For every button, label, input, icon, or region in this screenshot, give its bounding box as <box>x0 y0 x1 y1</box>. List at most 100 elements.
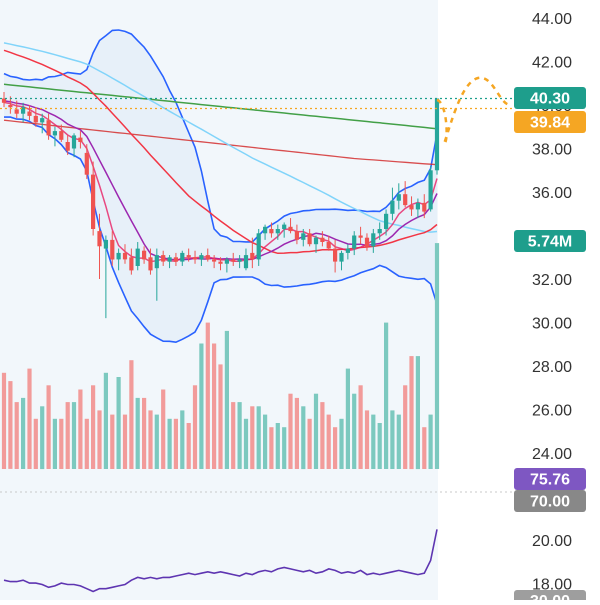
candle-body <box>390 200 395 214</box>
volume-bar <box>84 418 89 469</box>
candle <box>161 250 166 266</box>
volume-bar <box>339 418 344 469</box>
candle-body <box>167 257 172 262</box>
volume-bar <box>186 423 191 469</box>
volume-bar <box>116 377 121 469</box>
volume-bar <box>371 414 376 469</box>
candle-body <box>333 248 338 262</box>
candle-body <box>269 229 274 234</box>
volume-bar <box>103 372 108 469</box>
candle-body <box>396 194 401 201</box>
volume-bar <box>237 402 242 469</box>
volume-bar <box>122 414 128 469</box>
volume-bar <box>377 423 382 469</box>
volume-bar <box>142 397 147 469</box>
volume-bar <box>129 360 134 469</box>
candle-body <box>21 107 26 114</box>
volume-bar <box>307 418 312 469</box>
candle-body <box>231 259 236 262</box>
volume-bar <box>97 410 102 469</box>
candle <box>46 113 51 140</box>
candle <box>1 91 7 108</box>
volume-bar <box>364 410 370 469</box>
candle-body <box>192 257 198 260</box>
candle <box>52 126 57 147</box>
rsi-badge-bg <box>514 468 586 490</box>
rsi-level-badge: 70.00 <box>514 490 586 512</box>
candle-body <box>122 252 128 260</box>
volume-bar <box>14 402 19 469</box>
volume-badge-text: 5.74M <box>528 234 572 251</box>
candle-body <box>103 239 108 249</box>
volume-bar <box>256 406 261 470</box>
candle <box>269 222 274 238</box>
candle <box>256 228 261 266</box>
candle-body <box>358 235 363 238</box>
candle-body <box>27 111 32 116</box>
volume-bar <box>167 418 172 469</box>
candle <box>403 181 408 208</box>
candle-body <box>288 226 293 232</box>
volume-bars <box>1 243 440 470</box>
candle-body <box>345 248 350 253</box>
candle-body <box>428 170 433 210</box>
volume-bar <box>396 414 401 469</box>
volume-bar <box>333 427 338 469</box>
volume-bar <box>403 385 408 469</box>
candle-body <box>243 255 249 269</box>
price-tick-label: 24.00 <box>532 446 572 463</box>
volume-bar <box>282 427 287 469</box>
candle-body <box>307 233 312 245</box>
volume-badge: 5.74M <box>514 230 586 252</box>
volume-bar <box>71 402 77 469</box>
target-price-badge-text: 39.84 <box>530 115 570 132</box>
candle-body <box>371 233 376 247</box>
candle <box>103 235 108 319</box>
candle-body <box>415 202 420 210</box>
candle-body <box>250 252 255 260</box>
candle <box>434 98 440 175</box>
candle-body <box>46 120 51 136</box>
price-tick-label: 38.00 <box>532 142 572 159</box>
volume-bar <box>199 343 204 469</box>
candle-body <box>199 255 204 260</box>
bollinger-lower-line <box>4 116 438 344</box>
candle-body <box>135 248 140 266</box>
volume-bar <box>415 356 420 470</box>
price-badges: 40.30 39.84 5.74M 75.76 70.00 30.00 <box>514 87 586 605</box>
candle-body <box>161 255 166 262</box>
volume-bar <box>46 385 51 469</box>
candle <box>27 105 32 121</box>
last-price-badge-bg <box>514 87 586 109</box>
candle-body <box>84 152 89 175</box>
candle-body <box>218 261 223 264</box>
candle <box>142 246 147 264</box>
rsi-level-badge-bg <box>514 490 586 512</box>
price-tick-label: 20.00 <box>532 533 572 550</box>
reference-lines <box>0 97 512 110</box>
price-tick-label: 18.00 <box>532 577 572 594</box>
candle-body <box>1 98 7 103</box>
volume-badge-bg <box>514 230 586 252</box>
candle <box>8 96 13 114</box>
candle <box>288 218 293 234</box>
candle <box>282 222 287 238</box>
candle <box>250 237 255 269</box>
candle <box>301 228 306 247</box>
volume-bar <box>250 406 255 470</box>
candle <box>21 102 26 123</box>
candle-body <box>301 233 306 240</box>
candle <box>415 198 420 219</box>
candle <box>129 248 134 275</box>
bollinger-upper-line <box>3 29 438 243</box>
forecast-path <box>436 76 513 146</box>
lower-label-badge: 30.00 <box>514 590 586 605</box>
candle-body <box>142 250 147 260</box>
candle-body <box>65 142 70 151</box>
candle <box>154 248 159 301</box>
last-price-badge-text: 40.30 <box>530 91 570 108</box>
volume-bar <box>212 343 217 469</box>
candle-body <box>224 259 229 264</box>
